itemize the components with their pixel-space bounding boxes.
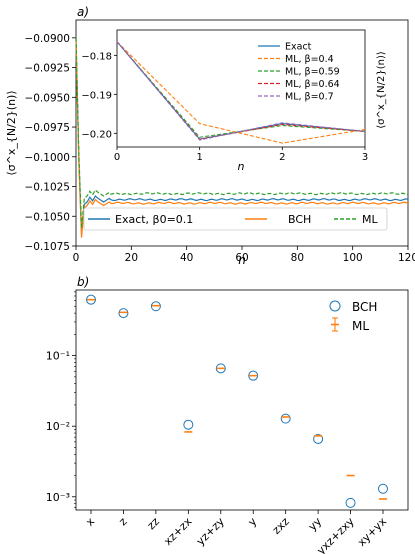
- legend-label-exact: Exact, β0=0.1: [115, 213, 193, 226]
- inset-x-label: n: [238, 160, 245, 173]
- y-tick-label: 10⁻³: [46, 491, 70, 504]
- x-tick-label: z: [116, 515, 129, 528]
- y-tick-label: −0.0950: [24, 92, 70, 104]
- panel-a-y-ticks: −0.0900 −0.0925 −0.0950 −0.0975 −0.1000 −0.10…: [24, 33, 76, 253]
- panel-a-legend: Exact, β0=0.1 BCH ML: [83, 207, 388, 231]
- x-tick-label: x: [83, 515, 97, 529]
- bch-point: [313, 433, 324, 444]
- x-tick-label: 80: [291, 252, 304, 264]
- x-tick-label: 100: [343, 252, 363, 264]
- x-tick-label: 20: [125, 252, 138, 264]
- inset-x-tick-label: 1: [196, 152, 202, 163]
- bch-point: [183, 419, 194, 430]
- y-tick-label: 10⁻²: [46, 420, 70, 433]
- x-tick-label: y: [246, 515, 260, 529]
- y-tick-label: −0.1025: [24, 182, 70, 194]
- panel-a-x-label: n: [238, 253, 246, 267]
- inset-legend-label: ML, β=0.64: [285, 79, 340, 90]
- bch-point: [150, 301, 161, 312]
- inset-legend-label: ML, β=0.7: [285, 92, 334, 103]
- inset-x-tick-label: 0: [114, 152, 120, 163]
- x-tick-label: xy+yx: [355, 515, 389, 549]
- x-tick-label: yy: [306, 515, 325, 534]
- y-tick-label: 10⁻¹: [46, 350, 70, 363]
- series-line-ml: [75, 37, 409, 229]
- panel-a: a) −0.0900−0.0925−0.0950−0.0975−0.1000−0…: [5, 5, 415, 267]
- legend-label-bch: BCH: [288, 213, 311, 226]
- y-tick-label: −0.1050: [24, 211, 70, 223]
- series-line-exact: [75, 37, 409, 235]
- x-tick-label: zz: [145, 515, 163, 533]
- panel-a-legend-box: [83, 207, 388, 231]
- x-tick-label: 60: [235, 252, 248, 264]
- y-tick-label: −0.0975: [24, 122, 70, 134]
- legend-marker-ml: [331, 317, 339, 332]
- panel-a-inset: −0.18 −0.19 −0.20 0 1 2 3 n ⟨σ^x_{N/2}(n)⟩ Ex…: [81, 29, 387, 173]
- bch-point: [345, 497, 356, 508]
- legend-marker-bch: [329, 300, 341, 312]
- y-tick-label: −0.0925: [24, 63, 70, 75]
- panel-b-label: b): [77, 275, 89, 289]
- panel-a-y-label: ⟨σ^x_{N/2}(n)⟩: [5, 90, 18, 175]
- inset-y-tick-label: −0.19: [81, 90, 112, 101]
- legend-label-bch-b: BCH: [352, 300, 377, 314]
- inset-legend-label: ML, β=0.4: [285, 54, 334, 65]
- series-line-bch: [75, 37, 409, 238]
- inset-x-tick-label: 2: [279, 152, 285, 163]
- inset-y-tick-label: −0.18: [81, 51, 112, 62]
- y-tick-label: −0.0900: [24, 33, 70, 45]
- x-tick-label: 120: [398, 252, 415, 264]
- panel-a-series: [75, 37, 409, 238]
- inset-series-line: [116, 41, 366, 144]
- bch-point: [118, 308, 129, 319]
- y-tick-label: −0.1075: [24, 241, 70, 253]
- bch-point: [248, 370, 259, 381]
- panel-b-y-ticks: 10⁻³ 10⁻² 10⁻¹: [46, 291, 76, 509]
- x-tick-label: zxz: [270, 515, 292, 537]
- x-tick-label: yxz+zxy: [314, 515, 357, 554]
- panel-a-x-ticks: 0 20 40 60 80 100 120: [73, 246, 415, 264]
- inset-y-ticks: −0.18 −0.19 −0.20: [81, 51, 117, 140]
- panel-b-legend: BCH ML: [329, 300, 377, 333]
- inset-x-tick-label: 3: [362, 152, 368, 163]
- bch-point: [215, 363, 226, 374]
- x-tick-label: yz+zy: [194, 515, 227, 548]
- panel-a-label: a): [77, 5, 89, 19]
- x-tick-label: xz+zx: [161, 515, 194, 548]
- x-tick-label: 0: [73, 252, 80, 264]
- bch-point: [86, 294, 96, 305]
- panel-b-frame: [75, 289, 409, 511]
- inset-series: [116, 41, 366, 144]
- inset-series-line: [116, 41, 366, 141]
- x-tick-label: 40: [180, 252, 193, 264]
- y-tick-label: −0.1000: [24, 152, 70, 164]
- inset-legend-label: ML, β=0.59: [285, 67, 340, 78]
- inset-y-label: ⟨σ^x_{N/2}(n)⟩: [376, 51, 387, 129]
- bch-point: [378, 483, 388, 494]
- panel-b-points: [86, 294, 388, 508]
- inset-legend-label: Exact: [285, 42, 312, 53]
- panel-b: b) 10⁻³10⁻²10⁻¹ x z zz xz+zx yz+zy y zxz yyyxz+…: [46, 275, 409, 554]
- inset-y-tick-label: −0.20: [81, 129, 112, 140]
- inset-x-ticks: 0 1 2 3: [114, 147, 368, 163]
- legend-label-ml-b: ML: [352, 319, 369, 333]
- legend-label-ml: ML: [362, 213, 378, 226]
- bch-point: [280, 413, 291, 424]
